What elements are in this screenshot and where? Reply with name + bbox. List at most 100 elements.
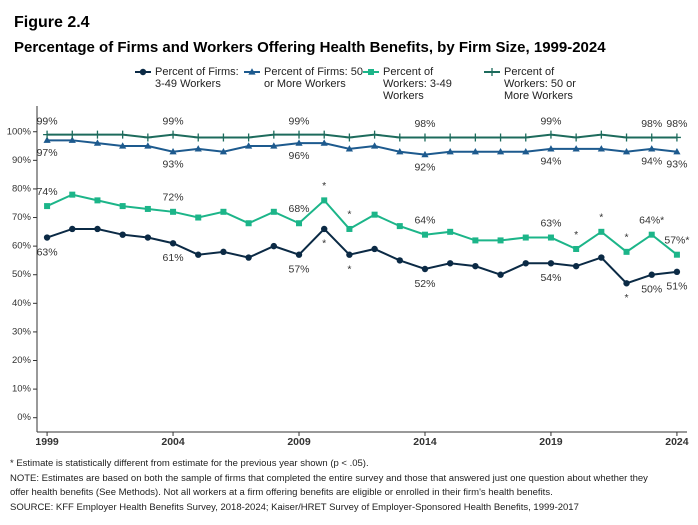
legend-label: Percent of Workers: 3-49 Workers <box>383 66 452 102</box>
point <box>673 251 680 258</box>
point <box>296 220 303 227</box>
point <box>195 214 202 221</box>
point <box>421 231 428 238</box>
point <box>270 208 277 215</box>
point <box>395 133 404 142</box>
data-label: * <box>599 212 603 224</box>
legend-marker <box>139 68 147 76</box>
data-label: * <box>574 229 578 241</box>
point <box>623 248 630 255</box>
point <box>321 197 328 204</box>
data-label: 50% <box>641 284 662 296</box>
legend-label: Percent of Firms: 50 or More Workers <box>264 66 364 90</box>
point <box>346 251 353 258</box>
chart-title: Percentage of Firms and Workers Offering… <box>14 39 606 56</box>
point <box>245 220 252 227</box>
point <box>370 142 379 149</box>
point <box>320 139 328 146</box>
point <box>396 257 403 264</box>
point <box>421 150 429 158</box>
data-label: * <box>347 263 351 275</box>
data-label: 64% <box>414 214 435 226</box>
data-label: 94% <box>641 156 662 168</box>
y-tick-label: 90% <box>12 155 32 166</box>
point <box>446 260 454 267</box>
y-tick-label: 20% <box>12 355 32 366</box>
data-label: 93% <box>666 159 687 171</box>
point <box>623 280 630 287</box>
point <box>69 225 76 233</box>
point <box>94 197 101 204</box>
series-line <box>47 139 678 156</box>
point <box>220 208 227 215</box>
data-label: 94% <box>540 156 561 168</box>
legend-label: Percent of Firms: 3-49 Workers <box>155 66 239 90</box>
data-label: 96% <box>289 150 310 162</box>
data-label: 97% <box>37 147 58 159</box>
point <box>547 234 554 241</box>
legend-marker <box>488 68 496 76</box>
legend-label: Percent of Workers: 50 or More Workers <box>504 66 576 102</box>
series-line <box>47 133 677 139</box>
note: * Estimate is statistically different fr… <box>10 458 369 469</box>
data-label: 54% <box>540 272 561 284</box>
point <box>446 147 454 155</box>
legend-item <box>244 68 260 75</box>
point <box>320 130 329 139</box>
data-label: 57%* <box>664 234 689 246</box>
data-label: 98% <box>666 118 687 130</box>
point <box>672 133 681 142</box>
point <box>345 133 354 142</box>
note: SOURCE: KFF Employer Health Benefits Sur… <box>10 502 579 513</box>
legend-item <box>135 68 151 76</box>
point <box>69 191 76 198</box>
point <box>572 262 580 270</box>
point <box>143 133 152 142</box>
data-label: 98% <box>414 118 435 130</box>
legend-item <box>484 68 500 76</box>
point <box>496 133 505 142</box>
point <box>169 130 178 139</box>
point <box>597 130 606 139</box>
y-tick-label: 100% <box>7 126 32 137</box>
point <box>598 254 605 261</box>
point <box>497 237 504 244</box>
point <box>245 142 253 149</box>
data-label: 99% <box>163 115 184 127</box>
point <box>572 133 581 142</box>
data-label: * <box>322 238 326 250</box>
x-tick-label: 2024 <box>665 436 689 448</box>
point <box>245 254 252 261</box>
x-tick-label: 1999 <box>35 436 59 448</box>
data-label: 93% <box>163 159 184 171</box>
point <box>396 147 404 155</box>
data-label: 52% <box>414 278 435 290</box>
point <box>346 225 353 232</box>
point <box>119 203 126 210</box>
point <box>220 248 227 256</box>
legend-marker <box>368 69 374 75</box>
point <box>371 245 378 253</box>
point <box>446 133 455 142</box>
data-label: * <box>347 209 351 221</box>
y-tick-label: 30% <box>12 326 32 337</box>
x-tick-label: 2009 <box>287 436 311 448</box>
point <box>497 271 504 278</box>
point <box>622 133 631 142</box>
point <box>219 133 228 142</box>
point <box>118 130 127 139</box>
data-label: 63% <box>37 246 58 258</box>
y-tick-label: 50% <box>12 269 32 280</box>
point <box>572 145 580 152</box>
x-tick-label: 2019 <box>539 436 563 448</box>
point <box>68 136 76 143</box>
point <box>43 130 52 139</box>
point <box>573 245 580 252</box>
point <box>144 205 151 212</box>
point <box>447 228 454 235</box>
point <box>522 234 529 241</box>
data-label: * <box>322 180 326 192</box>
point <box>522 147 530 155</box>
data-label: 51% <box>666 281 687 293</box>
legend-marker <box>248 68 256 75</box>
